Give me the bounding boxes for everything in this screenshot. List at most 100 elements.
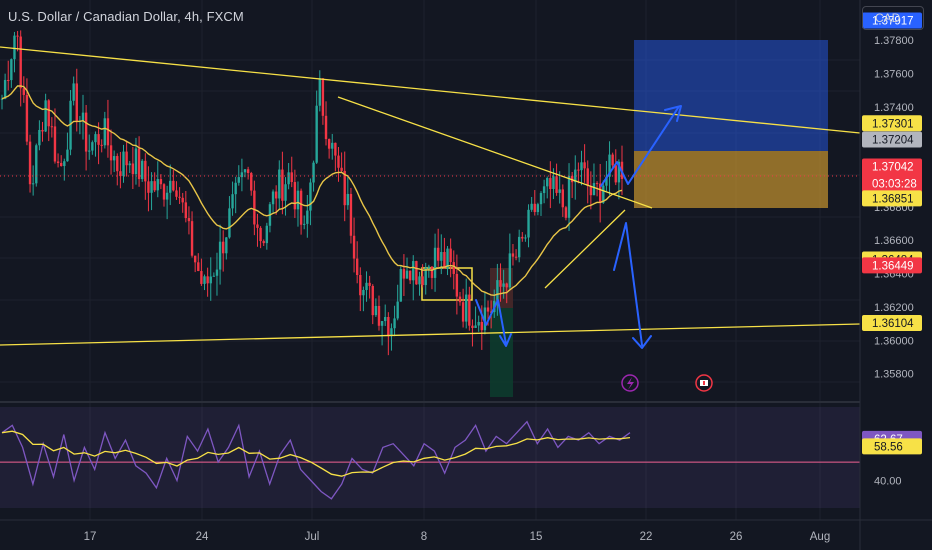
price-tick-label: 1.36200 [874,302,914,314]
candle-body [589,185,593,196]
candle-body [22,88,26,95]
candle-body [59,162,63,167]
candle-body [144,160,147,182]
range-highlight-red [490,268,513,308]
ascending-trendline [544,209,626,289]
candle-body [287,172,290,185]
candle-body [580,162,583,171]
candle-body [586,168,589,186]
candle-body [486,307,490,312]
price-badge [862,158,922,193]
candle-body [558,189,561,193]
price-tick-label: 1.35800 [874,369,914,381]
candle-body [334,142,337,156]
candle-body [278,169,281,199]
candle-body [331,142,334,149]
candle-body [402,269,406,279]
candle-body [84,112,88,152]
candle-body [602,185,605,203]
candle-body [203,276,206,284]
time-tick-label: Jul [305,531,320,543]
descending-trendline [337,96,653,209]
candle-body [380,321,384,326]
candle-body [253,190,256,225]
rsi-line [1,420,631,500]
price-tick-label: 1.37600 [874,68,914,80]
candle-body [137,148,141,180]
candle-body [209,276,212,284]
candle-body [303,223,306,225]
candle-body [471,325,474,329]
candle-body [97,134,100,145]
candle-body [231,194,234,209]
candle-body [440,252,443,261]
currency-button[interactable]: CAD [862,6,924,30]
candle-body [296,190,300,210]
candle-body [190,221,194,256]
candle-body [315,105,318,163]
candle-body [299,190,303,225]
candle-body [546,178,549,187]
candle-body [443,252,446,269]
candle-body [393,318,396,329]
candle-body [265,225,269,244]
candle-body [399,269,402,302]
price-badge-label: 1.36104 [872,318,914,330]
price-badge [862,257,922,274]
candle-body [561,189,565,208]
price-badge-label: 1.37301 [872,118,914,130]
candle-body [63,161,66,167]
time-tick-label: Aug [810,531,830,543]
candle-body [228,208,231,238]
candle-body [384,316,387,322]
candle-body [53,126,57,162]
candle-body [424,267,427,286]
candle-body [7,79,10,81]
candle-body [517,236,521,258]
candle-body [259,227,262,242]
candle-body [88,150,91,152]
candle-body [474,325,477,329]
price-tick-label: 1.37400 [874,102,914,114]
candle-body [147,181,150,193]
candle-body [477,321,480,326]
candle-body [449,248,452,263]
candle-body [598,183,602,203]
chart-title: U.S. Dollar / Canadian Dollar, 4h, FXCM [8,9,244,24]
candle-body [274,191,278,199]
candle-body [153,181,156,191]
candle-body [19,36,22,89]
candle-body [480,321,483,331]
candle-body [165,192,169,200]
time-tick-label: 8 [421,531,427,543]
candle-body [3,79,7,99]
candle-body [371,285,374,316]
candle-body [262,241,265,244]
price-tick-label: 1.37800 [874,35,914,47]
candle-body [458,296,462,303]
candle-body [530,203,533,210]
price-badge [862,12,922,29]
candle-body [237,177,240,183]
candle-body [141,160,144,180]
candle-body [178,196,181,198]
candle-body [595,183,599,185]
price-tick-label: 1.36600 [874,235,914,247]
candle-body [69,100,72,150]
candle-body [496,280,499,301]
price-badge-label: 1.37042 [872,161,914,173]
candle-body [28,141,32,185]
candle-body [290,172,293,183]
candle-body [583,162,586,169]
candle-body [250,173,253,191]
candle-body [150,181,153,193]
candle-body [225,237,228,254]
candle-body [200,271,203,284]
price-tick-label: 1.36000 [874,335,914,347]
time-tick-label: 17 [84,531,97,543]
candle-body [570,175,574,183]
price-badge-label: 1.37917 [872,16,914,28]
candle-body [536,204,540,213]
